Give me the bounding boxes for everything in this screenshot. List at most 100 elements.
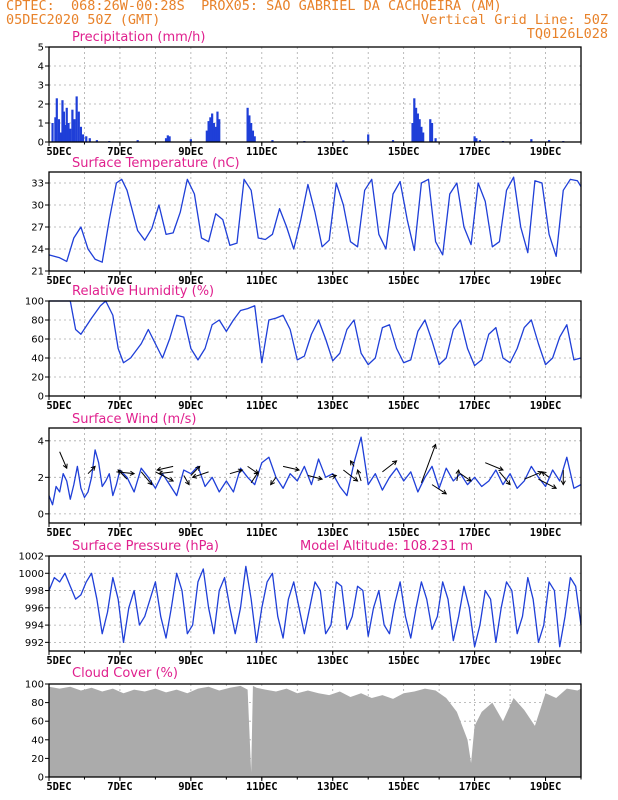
precip-panel (45, 46, 582, 146)
precip-ytick-label: 2 (38, 100, 44, 111)
wind-vector-head (156, 466, 162, 472)
precip-bar (429, 119, 432, 142)
pres-xtick-label: 5DEC (46, 655, 71, 667)
precip-bar (189, 139, 192, 142)
precip-bar (413, 98, 416, 142)
temp-ytick-label: 33 (31, 179, 44, 190)
wind-vector-head (356, 469, 362, 475)
wind-vector-arrow (420, 444, 437, 483)
pres-xtick-label: 9DEC (178, 655, 203, 667)
pres-title: Surface Pressure (hPa) (72, 539, 219, 554)
cloud-area (49, 685, 581, 777)
precip-bar (79, 126, 83, 142)
precip-bar (418, 119, 421, 142)
precip-bar (411, 123, 414, 142)
wind-vector-head (317, 475, 324, 481)
wind-vector-head (353, 476, 359, 482)
header-line-3-right: TQ0126L028 (526, 26, 608, 42)
wind-vector-arrow (155, 471, 174, 482)
wind-vector-head (117, 469, 123, 475)
wind-vector-arrow (524, 471, 543, 480)
cloud-xtick-label: 19DEC (530, 781, 562, 793)
pres-frame (48, 555, 582, 652)
wind-vector-arrow (343, 469, 358, 482)
precip-bar (422, 132, 425, 142)
wind-vector-head (466, 476, 472, 482)
pres-xtick-label: 13DEC (317, 655, 349, 667)
precip-xtick-label: 19DEC (530, 146, 562, 158)
cloud-xtick-label: 13DEC (317, 781, 349, 793)
precip-bar (478, 140, 482, 142)
wind-vector-arrow (250, 471, 259, 484)
precip-bar (342, 140, 345, 142)
wind-xtick-label: 5DEC (46, 527, 71, 539)
rh-xtick-label: 13DEC (317, 400, 349, 412)
temp-panel (45, 171, 582, 275)
cloud-xtick-label: 7DEC (107, 781, 132, 793)
wind-ytick-label: 2 (38, 473, 44, 484)
wind-line (48, 436, 582, 506)
wind-vector-arrow (117, 469, 128, 480)
wind-vector-head (270, 480, 275, 486)
wind-vector-arrow (329, 475, 337, 478)
pres-ytick-label: 994 (25, 621, 44, 632)
cloud-xtick-label: 15DEC (388, 781, 420, 793)
precip-bar (75, 96, 78, 142)
rh-title: Relative Humidity (%) (72, 284, 214, 299)
wind-vector-head (191, 473, 198, 479)
temp-xtick-label: 11DEC (246, 275, 278, 287)
cloud-xtick-label: 9DEC (178, 781, 203, 793)
wind-xtick-label: 17DEC (459, 527, 491, 539)
wind-vector-arrow (59, 451, 68, 469)
header-line-2-right: Vertical Grid Line: 50Z (421, 12, 608, 28)
precip-bar (207, 121, 210, 142)
precip-bar (218, 119, 221, 142)
wind-xtick-label: 19DEC (530, 527, 562, 539)
precip-frame (48, 46, 582, 143)
pres-line (48, 565, 582, 648)
wind-vector-arrow (190, 466, 201, 476)
wind-vector-arrow (270, 477, 277, 485)
pres-subtitle: Model Altitude: 108.231 m (300, 539, 473, 554)
wind-vector-head (237, 468, 244, 474)
precip-bar (71, 109, 74, 142)
wind-vector-head (90, 465, 96, 471)
precip-xtick-label: 13DEC (317, 146, 349, 158)
precip-bar (547, 140, 551, 142)
temp-ytick-label: 30 (31, 201, 44, 212)
precip-ytick-label: 4 (38, 62, 44, 73)
cloud-ytick-label: 20 (31, 754, 44, 765)
temp-xtick-label: 15DEC (388, 275, 420, 287)
precip-bar (54, 117, 57, 142)
wind-vector-head (147, 480, 153, 486)
precip-bar (391, 140, 395, 142)
wind-vector-arrow (183, 475, 190, 485)
pres-ytick-label: 996 (25, 603, 44, 614)
precip-bar (136, 140, 139, 142)
rh-ytick-label: 0 (38, 392, 44, 403)
precip-bar (51, 123, 54, 142)
precip-bar (88, 138, 91, 142)
precip-title: Precipitation (mm/h) (72, 30, 205, 45)
cloud-ytick-label: 60 (31, 717, 44, 728)
wind-vector-arrow (460, 473, 472, 482)
precip-bar (55, 98, 58, 142)
temp-ytick-label: 27 (31, 223, 44, 234)
precip-bar (95, 140, 98, 142)
wind-panel (45, 427, 582, 527)
rh-line (49, 300, 582, 367)
pres-xtick-label: 19DEC (530, 655, 562, 667)
pres-xtick-label: 11DEC (246, 655, 278, 667)
precip-bar (212, 123, 216, 142)
precip-bar (61, 100, 64, 142)
wind-vector-arrow (357, 469, 362, 482)
wind-vector-head (441, 489, 448, 495)
wind-xtick-label: 7DEC (107, 527, 132, 539)
rh-panel (45, 300, 582, 400)
precip-bar (57, 119, 61, 142)
temp-ytick-label: 21 (31, 267, 44, 278)
wind-vector-head (392, 460, 398, 466)
rh-ytick-label: 60 (31, 335, 44, 346)
wind-vector-arrow (538, 478, 557, 489)
